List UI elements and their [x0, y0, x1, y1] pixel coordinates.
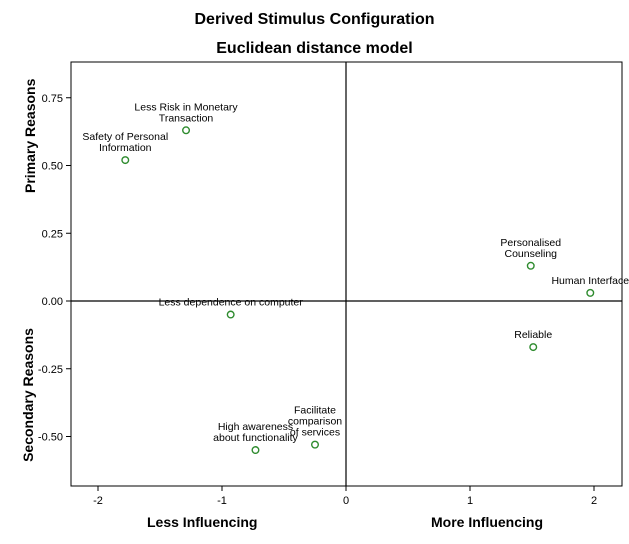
x-tick-label: -2	[93, 495, 103, 507]
x-tick-label: 0	[343, 495, 349, 507]
data-point-label: Human Interface	[551, 275, 629, 287]
data-point	[121, 156, 130, 165]
y-tick-label: 0.25	[42, 228, 63, 240]
data-point	[226, 310, 235, 319]
data-point-label: Personalised Counseling	[500, 237, 561, 260]
y-tick-label: 0.00	[42, 296, 63, 308]
x-tick-label: 2	[591, 495, 597, 507]
data-point-label: Safety of Personal Information	[82, 131, 168, 154]
data-point	[529, 343, 538, 352]
data-point	[182, 126, 191, 135]
x-axis-label-left: Less Influencing	[147, 514, 258, 530]
data-point	[526, 261, 535, 270]
data-point-label: Less dependence on computer	[159, 297, 304, 309]
data-point-label: High awareness about functionality	[213, 421, 298, 444]
data-point-label: Reliable	[514, 329, 552, 341]
y-tick-label: 0.50	[42, 161, 63, 173]
chart-subtitle: Euclidean distance model	[216, 40, 413, 57]
data-point	[251, 446, 260, 455]
y-tick-label: -0.50	[38, 432, 63, 444]
data-point	[586, 288, 595, 297]
x-tick-label: 1	[467, 495, 473, 507]
data-point-label: Facilitate comparison of services	[288, 405, 342, 439]
x-tick-label: -1	[217, 495, 227, 507]
data-point-label: Less Risk in Monetary Transaction	[134, 101, 238, 124]
chart-title: Derived Stimulus Configuration	[194, 11, 435, 28]
data-point	[311, 440, 320, 449]
y-tick-label: 0.75	[42, 93, 63, 105]
y-tick-label: -0.25	[38, 364, 63, 376]
x-axis-label-right: More Influencing	[431, 514, 543, 530]
